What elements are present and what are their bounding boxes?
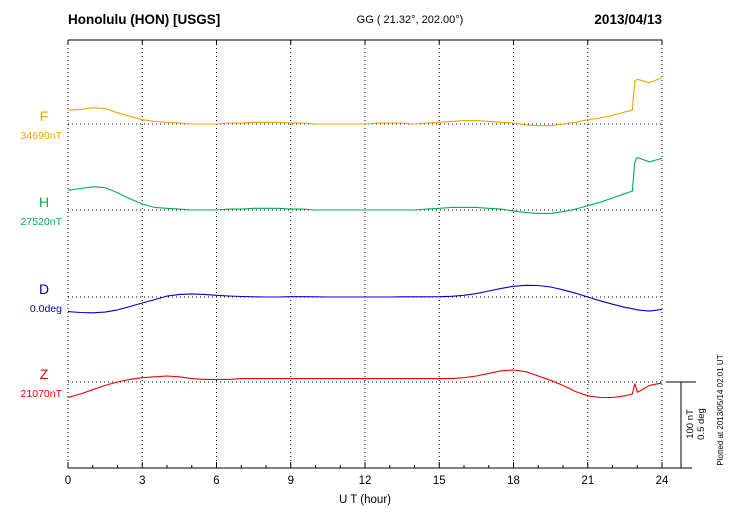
x-tick-label-9: 9 [288, 475, 294, 487]
baseline-value-Z: 21070nT [21, 388, 63, 400]
grid-layer [67, 40, 663, 468]
plot-frame [68, 39, 696, 469]
station-title: Honolulu (HON) [USGS] [68, 12, 220, 27]
component-label-D: D [39, 281, 49, 297]
x-tick-label-24: 24 [656, 475, 669, 487]
component-label-Z: Z [40, 366, 49, 382]
x-tick-label-15: 15 [433, 475, 446, 487]
x-axis-title: U T (hour) [339, 494, 391, 506]
x-tick-label-21: 21 [581, 475, 594, 487]
geo-coordinates: GG ( 21.32°, 202.00°) [357, 14, 464, 26]
scale-bar-nt-label: 100 nT [685, 409, 696, 439]
trace-layer [67, 77, 663, 399]
trace-F [67, 77, 663, 127]
plot-timestamp-note: Plotted at 2013/05/14 02:01 UT [716, 354, 725, 465]
trace-H [67, 156, 663, 214]
baseline-value-F: 34690nT [21, 130, 63, 142]
x-tick-label-6: 6 [213, 475, 219, 487]
component-label-F: F [40, 108, 49, 124]
x-tick-label-18: 18 [507, 475, 520, 487]
scale-bar-deg-label: 0.5 deg [696, 408, 707, 440]
component-label-H: H [39, 194, 49, 210]
baseline-value-H: 27520nT [21, 216, 63, 228]
date-label: 2013/04/13 [594, 12, 662, 27]
x-tick-label-3: 3 [139, 475, 145, 487]
x-tick-label-0: 0 [65, 475, 71, 487]
x-tick-label-12: 12 [359, 475, 372, 487]
trace-D [67, 284, 663, 314]
trace-Z [67, 369, 663, 399]
baseline-value-D: 0.0deg [30, 303, 62, 315]
